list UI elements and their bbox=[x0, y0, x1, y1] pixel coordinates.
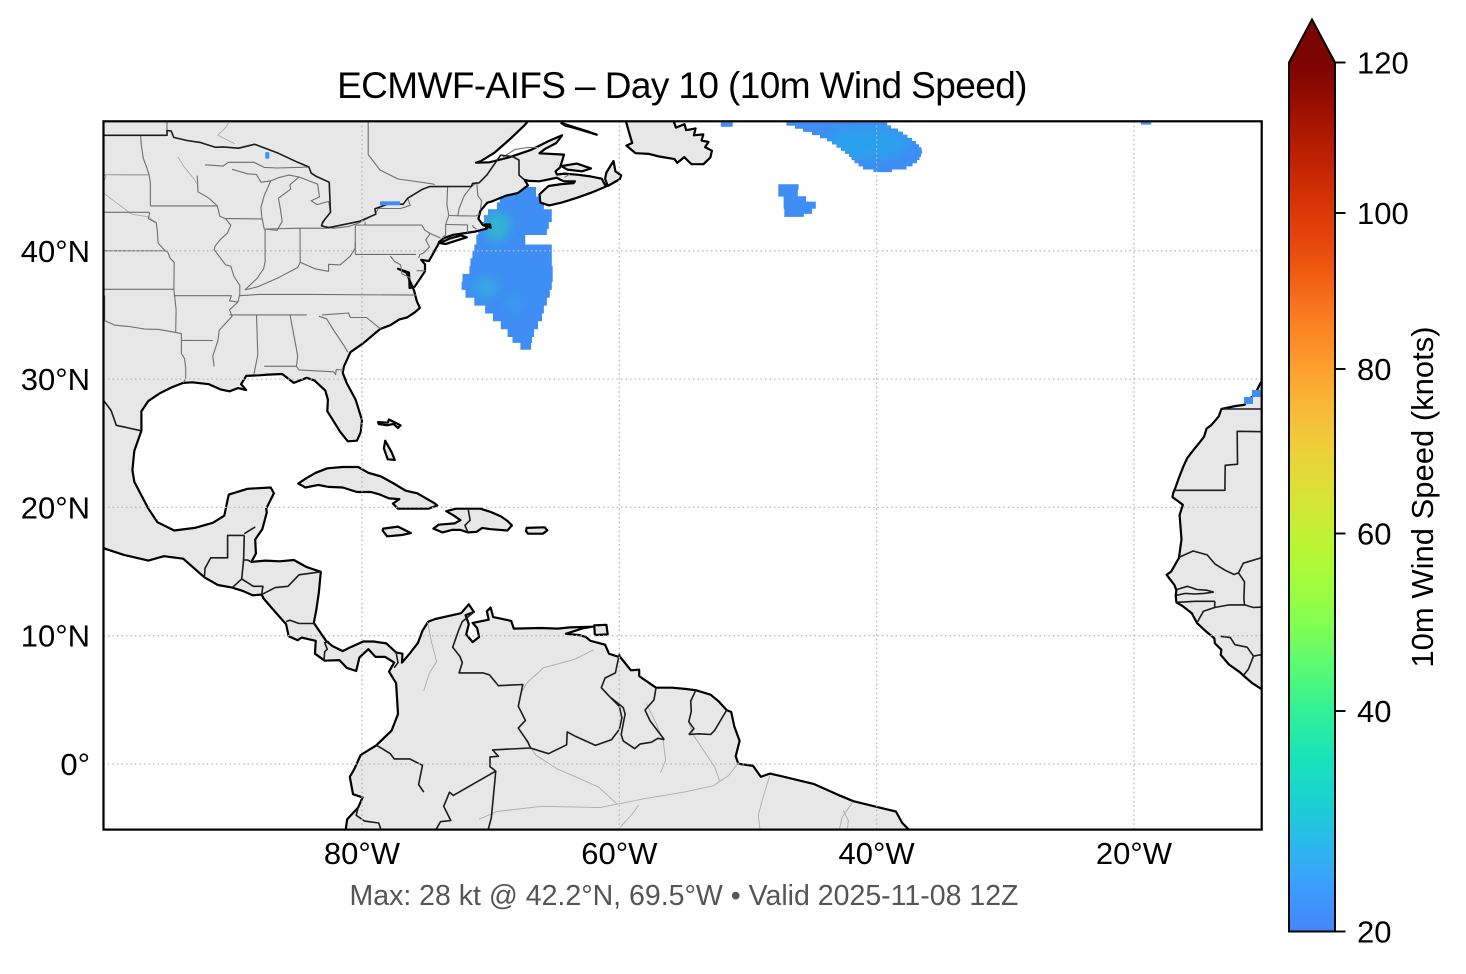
svg-text:Max: 28 kt @ 42.2°N, 69.5°W •: Max: 28 kt @ 42.2°N, 69.5°W • Valid 2025… bbox=[350, 880, 1019, 912]
svg-text:10m Wind Speed (knots): 10m Wind Speed (knots) bbox=[1405, 326, 1440, 667]
svg-text:40: 40 bbox=[1357, 694, 1391, 729]
svg-text:0°: 0° bbox=[60, 747, 90, 782]
svg-text:80: 80 bbox=[1357, 352, 1391, 387]
svg-text:20°N: 20°N bbox=[21, 490, 90, 525]
svg-text:10°N: 10°N bbox=[21, 619, 90, 654]
svg-text:40°W: 40°W bbox=[839, 836, 916, 871]
svg-text:30°N: 30°N bbox=[21, 362, 90, 397]
svg-text:40°N: 40°N bbox=[21, 234, 90, 269]
svg-text:60°W: 60°W bbox=[581, 836, 658, 871]
svg-text:120: 120 bbox=[1357, 46, 1409, 81]
svg-text:ECMWF-AIFS – Day 10 (10m Wind: ECMWF-AIFS – Day 10 (10m Wind Speed) bbox=[337, 65, 1027, 106]
svg-text:80°W: 80°W bbox=[324, 836, 401, 871]
svg-text:60: 60 bbox=[1357, 517, 1391, 552]
svg-text:100: 100 bbox=[1357, 196, 1409, 231]
svg-text:20: 20 bbox=[1357, 915, 1391, 950]
svg-text:20°W: 20°W bbox=[1096, 836, 1173, 871]
